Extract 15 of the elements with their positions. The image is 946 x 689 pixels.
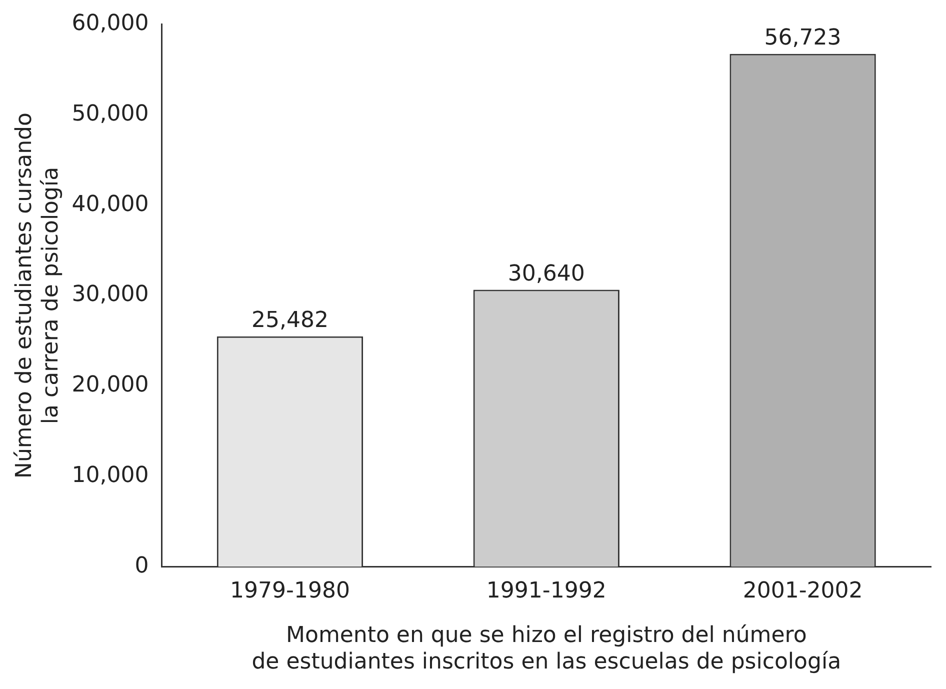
data-label: 30,640 bbox=[508, 261, 585, 286]
x-tick-label: 1991-1992 bbox=[486, 578, 606, 604]
y-tick-label: 40,000 bbox=[72, 192, 149, 217]
y-tick-label: 20,000 bbox=[72, 372, 149, 398]
data-label: 56,723 bbox=[764, 26, 842, 51]
x-tick-label: 2001-2002 bbox=[742, 578, 863, 604]
y-axis-title: Número de estudiantes cursando la carrera de psicología bbox=[12, 112, 64, 478]
x-axis-title: Momento en que se hizo el registro del número de estudiantes inscritos en las escuelas de psicología bbox=[252, 623, 842, 675]
y-tick-label: 0 bbox=[134, 554, 149, 579]
y-tick-label: 60,000 bbox=[72, 10, 149, 36]
y-tick-label: 10,000 bbox=[72, 463, 149, 488]
y-tick-label: 30,000 bbox=[72, 282, 149, 308]
data-label: 25,482 bbox=[251, 308, 328, 334]
y-tick-label: 50,000 bbox=[72, 101, 149, 126]
x-tick-label: 1979-1980 bbox=[230, 578, 350, 604]
